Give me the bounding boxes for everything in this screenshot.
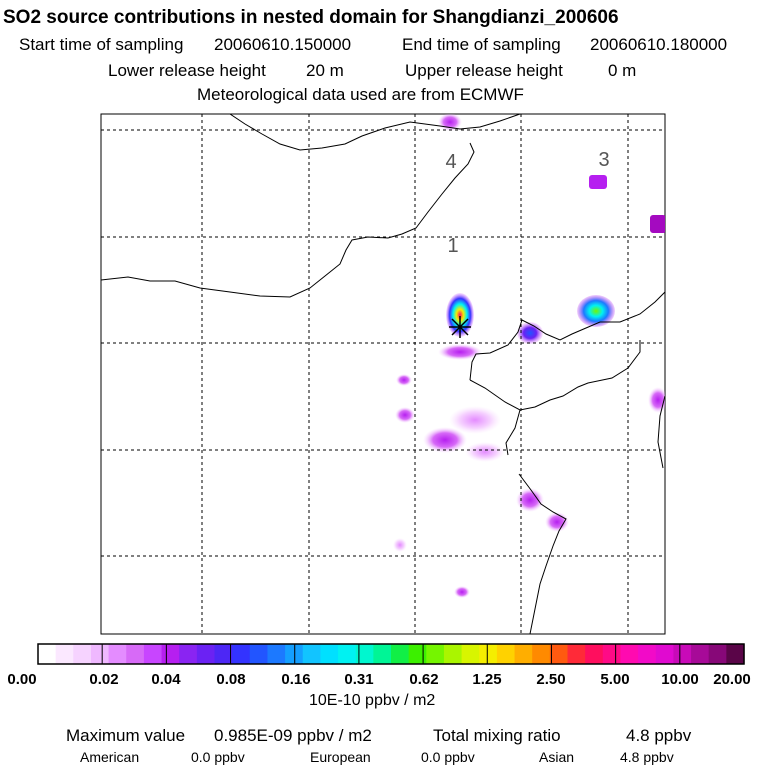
plume-pale2 (465, 442, 505, 462)
plume-east-edge (650, 215, 665, 233)
max-value: 0.985E-09 ppbv / m2 (214, 726, 372, 745)
lat-lon-grid (101, 114, 665, 634)
plume-east-coast (648, 387, 665, 413)
color-swatch (443, 644, 463, 664)
color-swatch (426, 644, 445, 664)
european-value: 0.0 ppbv (421, 749, 475, 765)
plume-shandong1 (516, 488, 544, 512)
color-swatch (214, 644, 233, 664)
color-scale-dividers (101, 644, 681, 664)
concentration-plumes (393, 114, 665, 598)
color-swatch (602, 644, 622, 664)
color-swatch (373, 644, 392, 664)
plume-west (396, 374, 412, 386)
tick-label: 10.00 (661, 671, 699, 688)
color-swatch (267, 644, 286, 664)
start-time-label: Start time of sampling (19, 35, 184, 54)
plume-sw (393, 538, 407, 552)
total-mixing-label: Total mixing ratio (433, 726, 561, 745)
tick-label: 0.08 (216, 671, 246, 688)
plume-shandong2 (545, 512, 569, 532)
color-swatch (55, 644, 74, 664)
color-swatch (108, 644, 127, 664)
color-swatch (567, 644, 586, 664)
tick-label: 0.62 (409, 671, 439, 688)
map-frame (100, 113, 666, 635)
plume-region3 (589, 175, 607, 189)
color-swatch (408, 644, 427, 664)
plume-receptor (446, 293, 474, 337)
end-time-value: 20060610.180000 (590, 35, 728, 54)
color-swatch (673, 644, 692, 664)
color-scale-bar (38, 644, 745, 664)
start-time-value: 20060610.150000 (214, 35, 352, 54)
plume-south-of-receptor (438, 344, 482, 360)
tick-label: 0.31 (344, 671, 374, 688)
region-label-1: 1 (447, 235, 458, 257)
european-label: European (310, 749, 371, 765)
receptor-star-icon (449, 316, 471, 338)
color-swatch (179, 644, 198, 664)
upper-release-label: Upper release height (405, 61, 563, 80)
color-swatch (302, 644, 321, 664)
color-swatch (655, 644, 674, 664)
color-swatch (320, 644, 339, 664)
color-swatch (355, 644, 374, 664)
color-swatch (38, 644, 57, 664)
tick-label: 2.50 (536, 671, 566, 688)
color-swatch (691, 644, 710, 664)
plume-west2 (395, 407, 415, 423)
color-swatch (638, 644, 657, 664)
color-swatch (708, 644, 727, 664)
color-swatch (620, 644, 639, 664)
color-swatch (726, 644, 745, 664)
lower-release-value: 20 m (306, 61, 344, 80)
lower-release-label: Lower release height (108, 61, 266, 80)
chart-title: SO2 source contributions in nested domai… (3, 7, 619, 28)
color-swatch (161, 644, 180, 664)
color-swatch (391, 644, 410, 664)
tick-label: 5.00 (600, 671, 630, 688)
upper-release-value: 0 m (608, 61, 637, 80)
color-swatch (90, 644, 110, 664)
region-label-4: 4 (445, 151, 456, 173)
color-swatch (496, 644, 516, 664)
met-data-note: Meteorological data used are from ECMWF (197, 85, 524, 104)
tick-label: 0.04 (151, 671, 181, 688)
color-swatch (285, 644, 304, 664)
color-swatch (479, 644, 498, 664)
color-swatch (514, 644, 533, 664)
color-swatch (549, 644, 569, 664)
tick-label: 20.00 (713, 671, 751, 688)
tick-label: 0.00 (7, 671, 37, 688)
color-swatch (196, 644, 216, 664)
color-swatch (232, 644, 251, 664)
color-swatch (338, 644, 357, 664)
color-swatch (585, 644, 604, 664)
tick-label: 0.02 (89, 671, 119, 688)
plume-northeast (577, 295, 615, 327)
color-scale-unit: 10E-10 ppbv / m2 (309, 692, 436, 709)
plume-south (454, 586, 470, 598)
color-swatch (249, 644, 269, 664)
tick-label: 1.25 (472, 671, 502, 688)
color-swatch (461, 644, 480, 664)
plume-central (423, 427, 467, 453)
color-scale-frame (37, 643, 745, 665)
american-value: 0.0 ppbv (191, 749, 245, 765)
color-swatch (143, 644, 163, 664)
tick-label: 0.16 (281, 671, 311, 688)
asian-label: Asian (539, 749, 575, 765)
region-label-3: 3 (598, 149, 609, 171)
asian-value: 4.8 ppbv (620, 749, 674, 765)
plume-pale1 (449, 406, 501, 434)
color-swatch (126, 644, 145, 664)
color-swatch (532, 644, 551, 664)
american-label: American (80, 749, 140, 765)
total-mixing-value: 4.8 ppbv (626, 726, 692, 745)
color-swatch (73, 644, 92, 664)
max-value-label: Maximum value (66, 726, 186, 745)
end-time-label: End time of sampling (402, 35, 561, 54)
